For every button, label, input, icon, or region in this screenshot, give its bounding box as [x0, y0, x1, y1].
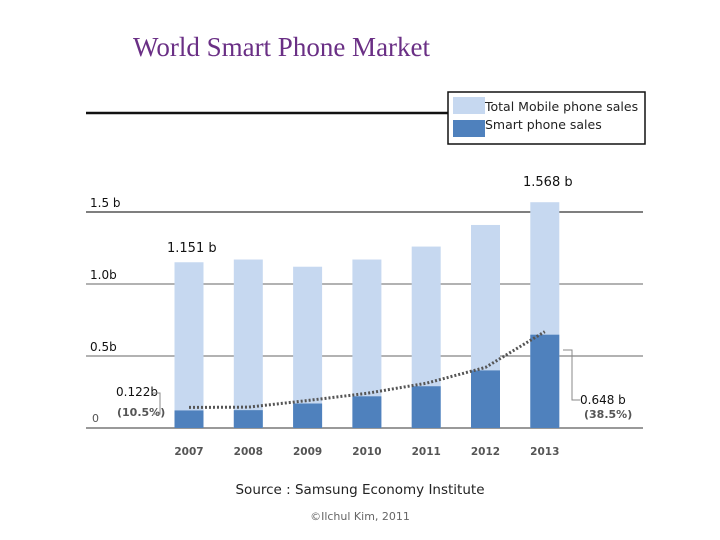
x-tick-label-2008: 2008 [234, 446, 263, 458]
bars [174, 202, 560, 428]
callout-bracket-2013 [563, 349, 580, 401]
x-tick-label-2013: 2013 [530, 446, 559, 458]
annotation-share-2013: (38.5%) [584, 408, 632, 421]
legend: Total Mobile phone sales Smart phone sal… [447, 91, 646, 145]
bar-smart-2012 [471, 370, 500, 428]
x-tick-label-2012: 2012 [471, 446, 500, 458]
bar-smart-2013 [530, 334, 560, 428]
y-tick-label: 0 [92, 412, 99, 425]
legend-label-smart: Smart phone sales [485, 117, 602, 132]
bar-smart-2007 [174, 410, 204, 428]
source-note: Source : Samsung Economy Institute [235, 482, 485, 498]
annotation-total-2013: 1.568 b [523, 175, 573, 190]
annotation-smart-2007: 0.122b [116, 385, 158, 399]
legend-swatch-total [453, 97, 485, 114]
y-tick-label: 1.5 b [90, 196, 121, 210]
bar-smart-2010 [352, 396, 382, 428]
trend-polyline [188, 330, 546, 409]
annotation-smart-2013: 0.648 b [580, 393, 626, 407]
y-tick-label: 0.5b [90, 340, 117, 354]
callout-bracket-2007 [153, 392, 161, 415]
x-axis-labels: 2007 2008 2009 2010 2011 2012 2013 [174, 446, 559, 458]
y-tick-label: 1.0b [90, 268, 117, 282]
bar-total-2007 [174, 262, 204, 428]
x-tick-label-2011: 2011 [412, 446, 441, 458]
annotation-total-2007: 1.151 b [167, 241, 217, 256]
annotation-share-2007: (10.5%) [117, 406, 165, 419]
x-tick-label-2009: 2009 [293, 446, 322, 458]
trend-line [188, 330, 546, 409]
credit-note: ©Ilchul Kim, 2011 [310, 510, 410, 523]
bar-total-2008 [233, 259, 263, 428]
x-tick-label-2007: 2007 [174, 446, 203, 458]
legend-label-total: Total Mobile phone sales [484, 99, 638, 114]
bar-smart-2009 [293, 403, 323, 428]
bar-smart-2008 [233, 410, 263, 428]
x-tick-label-2010: 2010 [352, 446, 381, 458]
bar-smart-2011 [411, 386, 441, 428]
legend-swatch-smart [453, 120, 485, 137]
chart-title: World Smart Phone Market [133, 32, 431, 62]
